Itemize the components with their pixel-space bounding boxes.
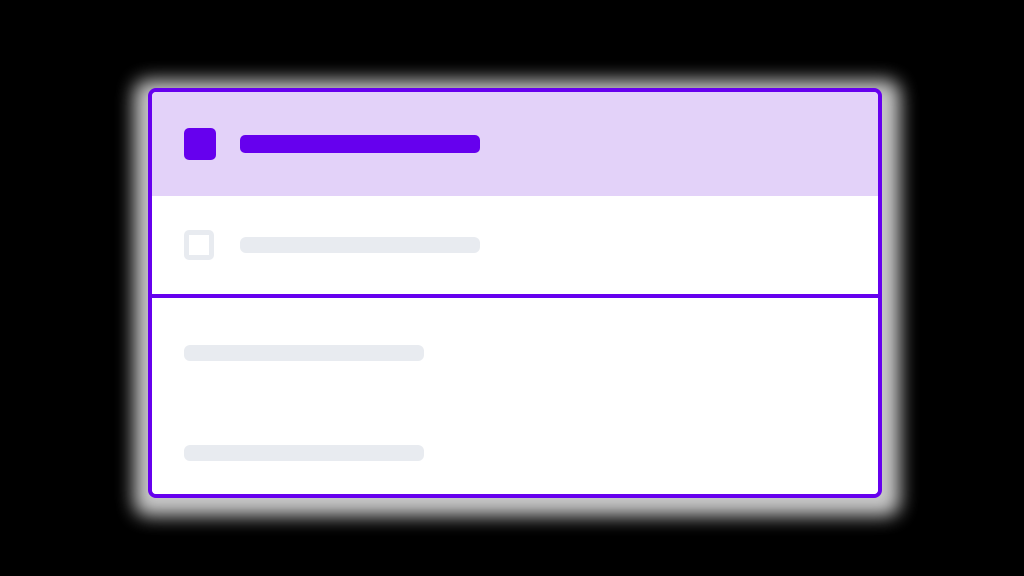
body-text-placeholder-1 [184, 345, 424, 361]
row-checkbox-unchecked[interactable] [184, 230, 214, 260]
row-text-placeholder [240, 237, 480, 253]
card-body [152, 298, 878, 494]
skeleton-card [148, 88, 882, 498]
card-header [152, 92, 878, 196]
card-list-row[interactable] [152, 196, 878, 298]
header-title-placeholder [240, 135, 480, 153]
header-checkbox-checked[interactable] [184, 128, 216, 160]
body-text-placeholder-2 [184, 445, 424, 461]
